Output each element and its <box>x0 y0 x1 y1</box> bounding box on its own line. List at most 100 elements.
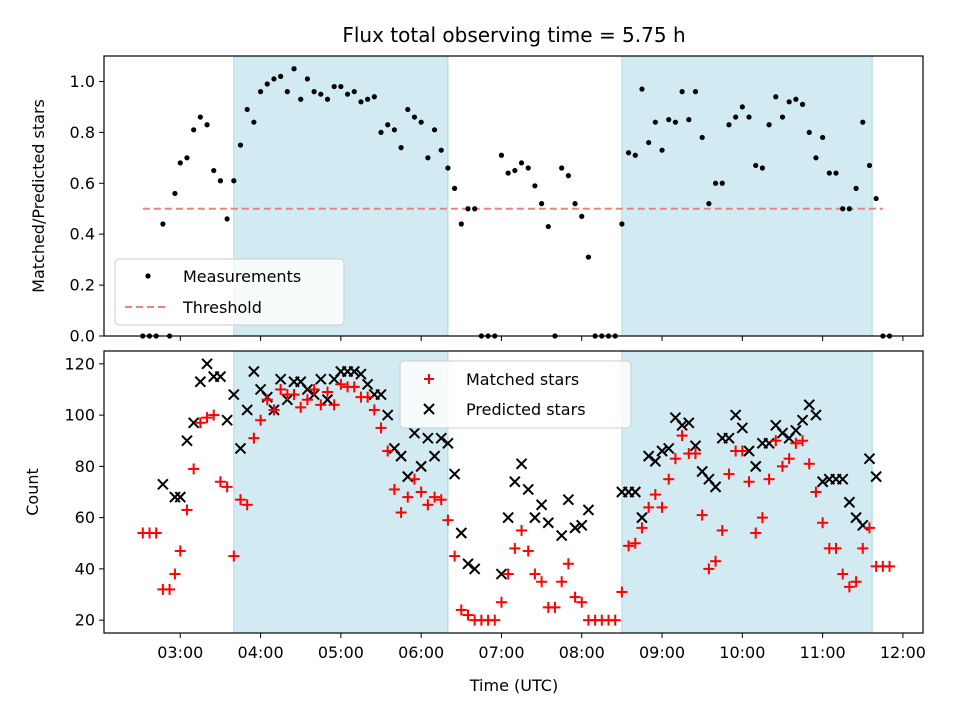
bottom-y-axis-label: Count <box>23 468 42 516</box>
bottom-panel-shading <box>233 351 873 633</box>
measurement-point <box>472 206 478 212</box>
top-y-tick-label: 0.6 <box>70 174 95 193</box>
predicted-stars-point <box>428 450 441 462</box>
measurement-point <box>318 91 324 97</box>
measurement-point <box>786 99 792 105</box>
predicted-stars-point <box>274 373 287 385</box>
predicted-stars-point <box>361 378 374 391</box>
measurement-point <box>224 216 230 222</box>
predicted-stars-point <box>656 445 668 457</box>
matched-stars-point <box>295 401 307 413</box>
matched-stars-point <box>382 445 394 457</box>
predicted-stars-point <box>509 476 521 488</box>
measurement-point <box>284 89 290 95</box>
predicted-stars-point <box>810 409 822 421</box>
measurement-point <box>860 119 866 125</box>
measurement-point <box>505 170 511 176</box>
matched-stars-point <box>569 591 581 603</box>
legend-label-threshold: Threshold <box>182 298 262 317</box>
matched-stars-point <box>690 448 701 460</box>
measurement-point <box>465 206 471 212</box>
bottom-plot-frame <box>103 350 924 634</box>
measurement-point <box>579 213 585 219</box>
predicted-stars-point <box>228 388 240 401</box>
measurement-point <box>304 76 311 82</box>
matched-stars-point <box>536 576 548 588</box>
top-y-tick-label: 0.2 <box>70 276 95 295</box>
predicted-stars-point <box>843 496 856 508</box>
predicted-stars-point <box>174 491 186 503</box>
predicted-stars-point <box>709 481 722 493</box>
bottom-y-tick-label: 120 <box>64 354 95 373</box>
matched-stars-point <box>489 614 501 626</box>
predicted-stars-point <box>442 437 454 449</box>
measurement-point <box>231 178 237 184</box>
measurement-point <box>197 114 203 120</box>
bottom-panel-marks <box>137 358 896 626</box>
measurement-point <box>646 139 652 146</box>
predicted-stars-point <box>248 365 260 378</box>
predicted-stars-point <box>448 468 461 480</box>
measurement-point <box>712 180 719 186</box>
measurement-point <box>639 86 645 92</box>
matched-stars-point <box>449 550 461 562</box>
measurement-point <box>244 106 250 113</box>
measurement-point <box>237 142 244 148</box>
predicted-stars-point <box>576 519 588 532</box>
matched-stars-point <box>562 558 574 570</box>
matched-stars-point <box>422 499 434 511</box>
matched-stars-point <box>402 491 414 503</box>
matched-stars-point <box>556 576 568 588</box>
measurement-point <box>438 147 444 153</box>
measurement-point <box>512 167 518 174</box>
matched-stars-point <box>803 458 815 470</box>
measurement-point <box>820 134 826 141</box>
measurement-point <box>565 173 571 179</box>
measurement-point <box>191 127 197 133</box>
predicted-stars-point <box>750 460 762 473</box>
measurement-point <box>257 89 264 95</box>
measurement-point <box>177 160 183 166</box>
legend-marker-measurements <box>145 273 151 279</box>
x-axis-label: Time (UTC) <box>469 676 558 695</box>
measurement-point <box>160 221 166 227</box>
measurement-point <box>759 165 766 171</box>
matched-stars-point <box>462 609 474 621</box>
measurement-point <box>371 94 377 100</box>
matched-stars-point <box>750 527 762 539</box>
predicted-stars-point <box>562 493 575 506</box>
bottom-x-tick-label: 08:00 <box>559 643 605 662</box>
predicted-stars-point <box>169 491 181 503</box>
matched-stars-point <box>837 568 849 580</box>
matched-stars-point <box>169 568 181 580</box>
top-legend-box <box>114 258 345 326</box>
matched-stars-point <box>335 378 347 390</box>
predicted-stars-point <box>395 450 407 462</box>
matched-stars-point <box>255 414 267 426</box>
measurement-point <box>632 152 638 158</box>
measurement-point <box>411 114 418 120</box>
matched-stars-point <box>275 383 287 395</box>
matched-stars-point <box>261 394 273 406</box>
legend-label-measurements: Measurements <box>183 267 301 286</box>
measurement-point <box>559 165 565 171</box>
top-y-tick-label: 1.0 <box>70 72 95 91</box>
matched-stars-point <box>214 476 226 488</box>
matched-stars-point <box>321 386 333 398</box>
measurement-point <box>813 155 819 161</box>
predicted-stars-point <box>636 511 648 524</box>
matched-stars-point <box>228 550 240 562</box>
measurement-point <box>425 155 431 161</box>
matched-stars-point <box>696 509 708 521</box>
predicted-stars-point <box>629 486 641 498</box>
matched-stars-point <box>375 422 387 434</box>
measurement-point <box>264 81 270 87</box>
matched-stars-point <box>817 517 829 529</box>
matched-stars-point <box>623 540 635 552</box>
bottom-x-tick-label: 09:00 <box>639 643 685 662</box>
bottom-x-tick-label: 10:00 <box>719 643 765 662</box>
bottom-y-tick-label: 60 <box>75 508 95 527</box>
matched-stars-point <box>830 542 842 554</box>
predicted-stars-point <box>502 511 514 524</box>
matched-stars-point <box>208 409 220 421</box>
